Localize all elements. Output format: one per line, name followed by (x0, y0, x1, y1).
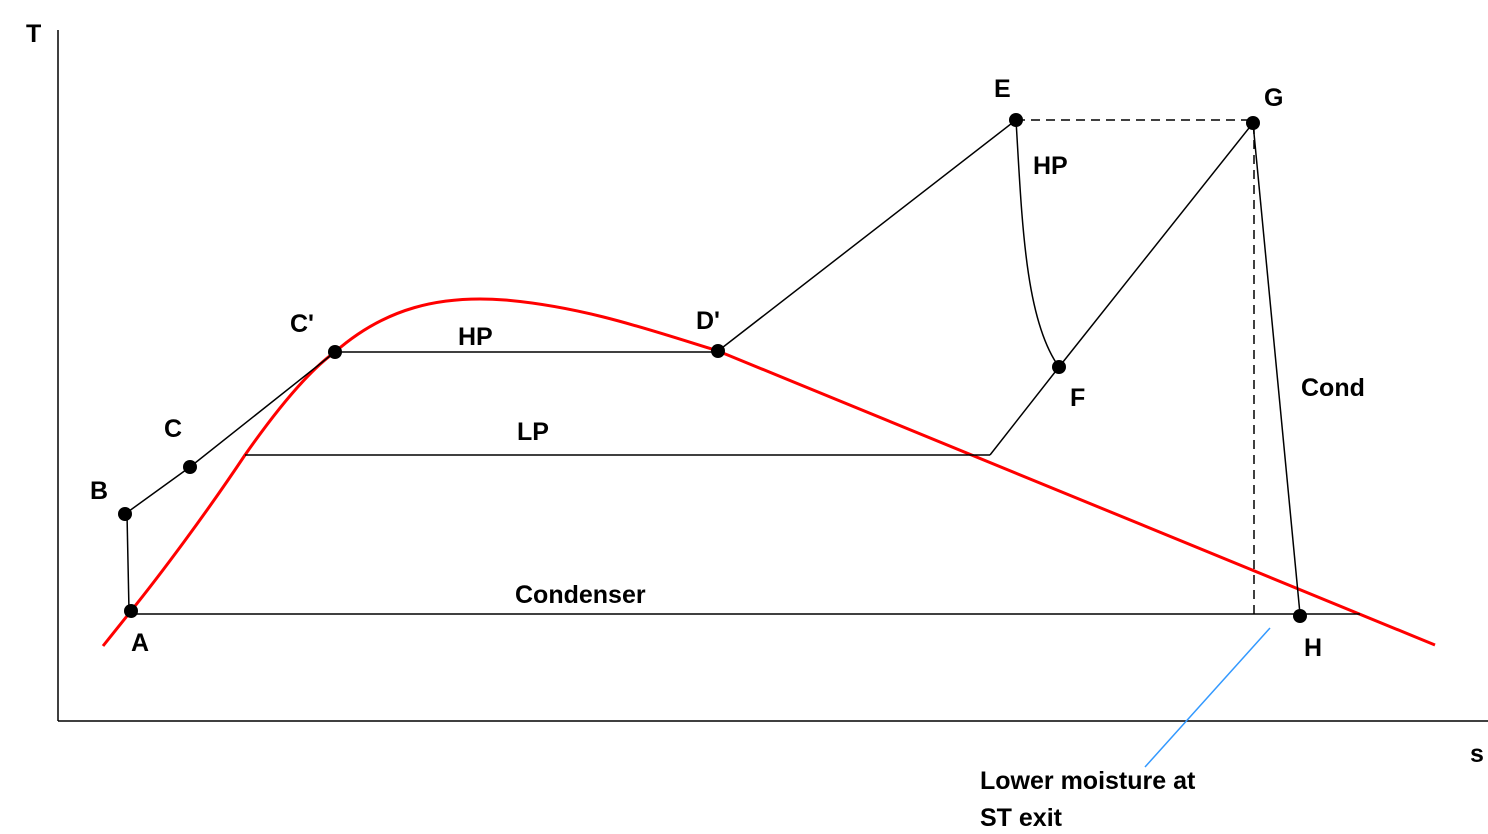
point (183, 460, 197, 474)
point-label: B (90, 477, 108, 505)
y-axis-label: T (26, 20, 41, 48)
point (1052, 360, 1066, 374)
annotation-leader (1144, 627, 1271, 768)
point-label: D' (696, 307, 720, 335)
point-label: G (1264, 84, 1283, 112)
point (328, 345, 342, 359)
annotation-text: Lower moisture at (980, 767, 1196, 795)
point-label: A (131, 629, 149, 657)
point (1293, 609, 1307, 623)
line-a-b (126, 513, 130, 612)
annotation-text: ST exit (980, 804, 1063, 832)
x-axis-label: s (1470, 740, 1484, 768)
point-label: F (1070, 384, 1085, 412)
point-label: C' (290, 310, 314, 338)
point-label: E (994, 75, 1011, 103)
line-b-c (124, 351, 336, 515)
process-label: HP (1033, 152, 1068, 180)
saturation-curve (101, 297, 1436, 647)
point-label: C (164, 415, 182, 443)
point (711, 344, 725, 358)
process-label: HP (458, 323, 493, 351)
process-label: Cond (1301, 374, 1365, 402)
line-f-g (1058, 122, 1254, 368)
line-e-f (1015, 119, 1060, 368)
process-label: LP (517, 418, 549, 446)
point (124, 604, 138, 618)
process-label: Condenser (515, 581, 646, 609)
point (1246, 116, 1260, 130)
point (118, 507, 132, 521)
line-d-e (717, 119, 1017, 352)
line-f-lp (989, 366, 1060, 456)
line-g-h (1252, 122, 1301, 615)
point-label: H (1304, 634, 1322, 662)
point (1009, 113, 1023, 127)
